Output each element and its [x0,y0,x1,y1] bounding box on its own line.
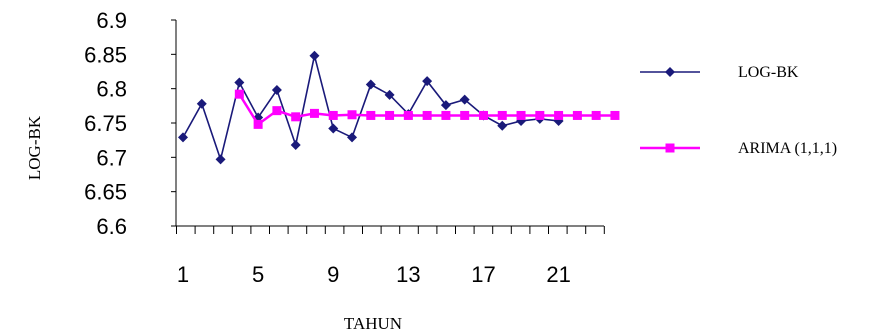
legend-marker [665,67,675,77]
series-point [290,139,301,150]
series-point [253,119,263,129]
x-tick-label: 9 [327,262,339,287]
x-tick-label: 5 [252,262,264,287]
series-point [234,77,245,88]
legend-label: LOG-BK [738,64,799,81]
series-point [385,110,395,120]
series-line-1 [182,55,559,163]
series-point [309,108,319,118]
series-point [196,98,207,109]
series-point [422,76,433,87]
series-point [366,110,376,120]
x-axis: 1 5 9 13 17 21 [176,225,605,287]
series-point [459,94,470,105]
series-point [535,110,545,120]
series-point [610,110,620,120]
series-point [178,132,188,143]
series-point [384,89,395,100]
series-point [309,50,320,61]
series-point [328,123,339,134]
series-point [554,110,564,120]
series-point [215,154,226,165]
series-point [497,120,508,131]
y-tick-label: 6.6 [96,214,127,239]
legend-label: ARIMA (1,1,1) [738,140,837,157]
y-tick-label: 6.85 [84,42,127,67]
series-point [497,110,507,120]
series-point [422,110,432,120]
series-point [516,110,526,120]
series-point [441,110,451,120]
y-axis: 6.6 6.65 6.7 6.75 6.8 6.85 6.9 [84,8,177,239]
series-point [347,132,358,143]
x-tick-label: 1 [177,262,189,287]
series-point [328,110,338,120]
series-point [347,110,357,120]
series-point [234,89,244,99]
series-point [460,110,470,120]
series-layer [178,50,620,165]
series-point [365,79,376,90]
x-tick-label: 21 [546,262,570,287]
series-point [478,110,488,120]
series-point [591,110,601,120]
series-point [440,100,451,111]
x-tick-label: 13 [396,262,420,287]
x-tick-label: 17 [471,262,495,287]
y-tick-label: 6.75 [84,111,127,136]
y-tick-label: 6.65 [84,180,127,205]
legend-marker [665,143,675,153]
x-axis-label: TAHUN [344,314,402,333]
legend: LOG-BK ARIMA (1,1,1) [640,64,837,157]
series-point [272,106,282,116]
series-point [572,110,582,120]
y-tick-label: 6.9 [96,8,127,33]
y-tick-label: 6.7 [96,145,127,170]
series-point [291,112,301,122]
series-point [403,110,413,120]
series-point [271,85,282,96]
y-axis-label: LOG-BK [25,115,44,180]
y-tick-label: 6.8 [96,77,127,102]
